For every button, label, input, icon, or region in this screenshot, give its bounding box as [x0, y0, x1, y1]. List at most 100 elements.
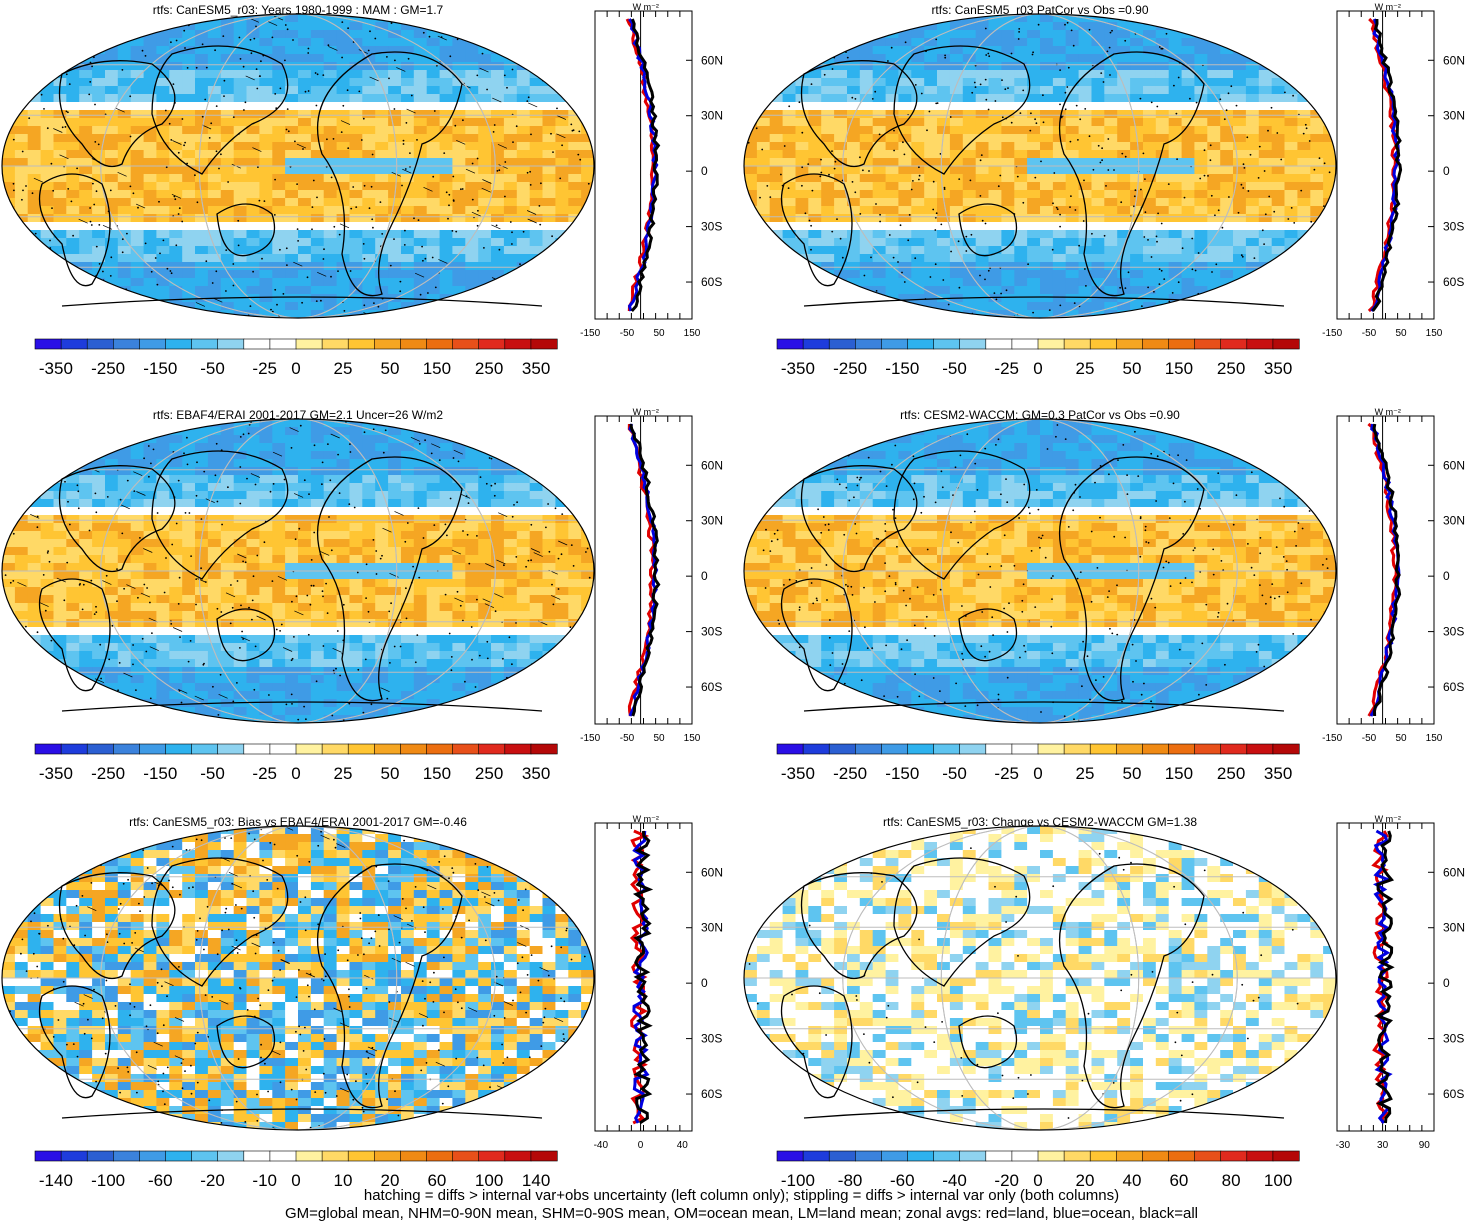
lat-label: 60S — [701, 680, 722, 694]
lat-label: 60N — [1443, 53, 1465, 67]
profile-tick-label: -150 — [580, 328, 600, 339]
colorbar-label: 350 — [1264, 359, 1292, 378]
colorbar-label: -350 — [39, 764, 73, 783]
lat-label: 30S — [701, 1032, 722, 1046]
lat-label: 0 — [1443, 569, 1450, 583]
colorbar-label: 25 — [334, 359, 353, 378]
colorbar-label: -350 — [781, 764, 815, 783]
lat-label: 30S — [701, 220, 722, 234]
lat-label: 60S — [701, 1087, 722, 1101]
colorbar-label: -250 — [91, 359, 125, 378]
lat-label: 60S — [1443, 1087, 1464, 1101]
profile-tick-label: 50 — [653, 733, 665, 744]
profile-tick-label: -150 — [580, 733, 600, 744]
profile-tick-label: -50 — [1362, 328, 1377, 339]
lat-label: 30S — [1443, 220, 1464, 234]
panel-5: rtfs: CanESM5_r03: Bias vs EBAF4/ERAI 20… — [0, 812, 740, 1192]
lat-label: 60N — [1443, 865, 1465, 879]
profile-tick-label: -40 — [594, 1140, 609, 1151]
colorbar-label: -350 — [39, 359, 73, 378]
profile-tick-label: -30 — [1336, 1140, 1351, 1151]
lat-label: 30N — [1443, 109, 1465, 123]
panel-3: rtfs: EBAF4/ERAI 2001-2017 GM=2.1 Uncer=… — [0, 405, 740, 785]
lat-label: 0 — [701, 569, 708, 583]
colorbar-label: -250 — [833, 764, 867, 783]
colorbar-label: -150 — [885, 764, 919, 783]
lat-label: 30N — [701, 109, 723, 123]
lat-label: 30N — [701, 514, 723, 528]
units-label: W m⁻² — [1375, 407, 1401, 417]
colorbar-label: -25 — [252, 764, 277, 783]
colorbar-label: 50 — [381, 359, 400, 378]
colorbar-label: 0 — [291, 764, 300, 783]
lat-label: 0 — [1443, 164, 1450, 178]
lat-label: 30N — [1443, 514, 1465, 528]
colorbar-label: 150 — [1165, 764, 1193, 783]
footer-note-1: hatching = diffs > internal var+obs unce… — [0, 1187, 1483, 1205]
colorbar-label: 250 — [475, 764, 503, 783]
lat-label: 60N — [1443, 458, 1465, 472]
colorbar-label: -50 — [200, 359, 225, 378]
colorbar-label: -250 — [833, 359, 867, 378]
footer-note-2: GM=global mean, NHM=0-90N mean, SHM=0-90… — [0, 1205, 1483, 1223]
profile-tick-label: 150 — [1426, 733, 1443, 744]
lat-label: 30S — [1443, 625, 1464, 639]
profile-tick-label: 50 — [1395, 733, 1407, 744]
colorbar-label: -25 — [994, 359, 1019, 378]
colorbar-label: -350 — [781, 359, 815, 378]
lat-label: 30N — [1443, 921, 1465, 935]
colorbar-label: 250 — [1217, 359, 1245, 378]
lat-label: 30S — [1443, 1032, 1464, 1046]
lat-label: 0 — [1443, 976, 1450, 990]
profile-tick-label: 0 — [638, 1140, 644, 1151]
profile-tick-label: 30 — [1377, 1140, 1389, 1151]
panel-6: rtfs: CanESM5_r03: Change vs CESM2-WACCM… — [742, 812, 1483, 1192]
profile-tick-label: -150 — [1322, 733, 1342, 744]
colorbar-label: 150 — [423, 764, 451, 783]
units-label: W m⁻² — [633, 407, 659, 417]
lat-label: 60S — [701, 275, 722, 289]
colorbar-label: -150 — [143, 764, 177, 783]
colorbar-label: -50 — [942, 359, 967, 378]
colorbar-label: -25 — [994, 764, 1019, 783]
lat-label: 60N — [701, 53, 723, 67]
profile-tick-label: 150 — [1426, 328, 1443, 339]
panel-1: rtfs: CanESM5_r03: Years 1980-1999 : MAM… — [0, 0, 740, 380]
colorbar-label: 50 — [1123, 764, 1142, 783]
profile-tick-label: -50 — [620, 328, 635, 339]
colorbar-label: 350 — [522, 764, 550, 783]
units-label: W m⁻² — [633, 814, 659, 824]
colorbar-label: -250 — [91, 764, 125, 783]
lat-label: 0 — [701, 164, 708, 178]
lat-label: 30S — [701, 625, 722, 639]
lat-label: 30N — [701, 921, 723, 935]
colorbar-label: 25 — [334, 764, 353, 783]
colorbar-label: 25 — [1076, 359, 1095, 378]
colorbar-label: 350 — [522, 359, 550, 378]
units-label: W m⁻² — [1375, 2, 1401, 12]
colorbar-label: 25 — [1076, 764, 1095, 783]
profile-tick-label: 90 — [1419, 1140, 1431, 1151]
profile-tick-label: 50 — [653, 328, 665, 339]
lat-label: 0 — [701, 976, 708, 990]
lat-label: 60S — [1443, 680, 1464, 694]
panel-4: rtfs: CESM2-WACCM: GM=0.3 PatCor vs Obs … — [742, 405, 1483, 785]
colorbar-label: 0 — [1033, 359, 1042, 378]
colorbar-label: 350 — [1264, 764, 1292, 783]
